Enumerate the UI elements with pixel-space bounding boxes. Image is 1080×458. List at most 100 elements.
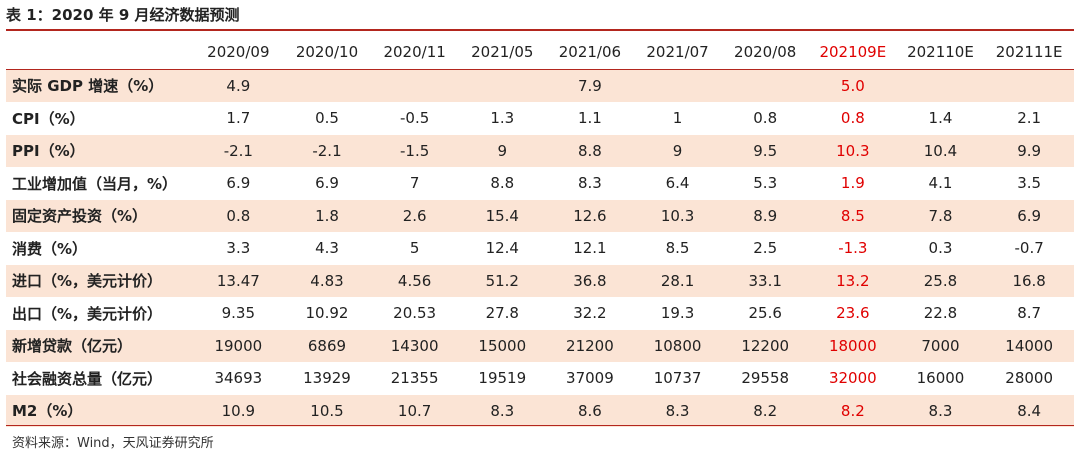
table-cell: 19000 (193, 329, 284, 362)
table-cell: 4.9 (193, 69, 284, 102)
table-cell: 4.56 (370, 264, 459, 297)
column-header: 2020/11 (370, 36, 459, 70)
row-label: 社会融资总量（亿元） (12, 369, 163, 388)
table-cell: 9 (633, 134, 722, 167)
table-cell: 13.2 (809, 264, 897, 297)
table-cell: 1.4 (928, 109, 953, 128)
table-cell: 8.5 (809, 199, 897, 232)
column-header: 202109E (809, 36, 897, 70)
column-header: 2020/08 (721, 36, 810, 70)
table-cell: 33.1 (721, 264, 810, 297)
table-cell: 21200 (546, 329, 634, 362)
table-row: 社会融资总量（亿元） 34693 13929 21355 19519 37009 10737… (6, 362, 1074, 395)
table-cell: 28000 (1005, 369, 1053, 388)
table-cell (370, 69, 459, 102)
table-cell (633, 69, 722, 102)
table-cell: -0.7 (1014, 239, 1044, 258)
table-cell: 8.3 (458, 394, 547, 427)
table-cell: 8.4 (984, 394, 1074, 427)
table-cell: 10.7 (370, 394, 459, 427)
table-cell: 32.2 (573, 304, 607, 323)
row-label: 工业增加值（当月，%） (12, 174, 178, 193)
row-label: 进口（%，美元计价） (6, 264, 194, 297)
table-cell: 34693 (214, 369, 263, 388)
table-cell: 12200 (721, 329, 810, 362)
table-cell: 16000 (916, 369, 965, 388)
table-cell: 10.9 (193, 394, 284, 427)
row-label: 固定资产投资（%） (6, 199, 194, 232)
table-row: 工业增加值（当月，%） 6.9 6.9 7 8.8 8.3 6.4 5.3 1.9 4.1 3.5 (6, 167, 1074, 200)
table-cell: 9.35 (221, 304, 256, 323)
table-cell: 1.3 (490, 109, 515, 128)
table-cell (721, 69, 810, 102)
table-cell: 8.8 (490, 174, 515, 193)
column-header: 2021/06 (546, 36, 634, 70)
table-cell: 32000 (828, 369, 877, 388)
table-cell: 1.1 (577, 109, 602, 128)
table-title: 表 1：2020 年 9 月经济数据预测 (6, 6, 240, 24)
table-cell: -2.1 (283, 134, 371, 167)
table-cell (458, 69, 547, 102)
row-label: 出口（%，美元计价） (12, 304, 163, 323)
table-cell: 8.3 (896, 394, 985, 427)
table-cell (984, 69, 1074, 102)
source-note: 资料来源：Wind，天风证券研究所 (12, 436, 214, 451)
table-cell: 8.7 (1017, 304, 1042, 323)
table-cell: 9.9 (984, 134, 1074, 167)
table-cell: 36.8 (546, 264, 634, 297)
table-cell: 1.9 (840, 174, 865, 193)
table-cell: 8.2 (721, 394, 810, 427)
table-row: M2（%） 10.9 10.5 10.7 8.3 8.6 8.3 8.2 8.2 8.3 8.4 (6, 394, 1074, 427)
column-header: 2020/09 (193, 36, 284, 70)
table-cell: 8.6 (546, 394, 634, 427)
table-cell: 16.8 (984, 264, 1074, 297)
table-cell: 8.8 (546, 134, 634, 167)
table-cell: -0.5 (399, 109, 430, 128)
table-cell: 6.9 (226, 174, 251, 193)
table-cell: 10.4 (896, 134, 985, 167)
top-rule (6, 29, 1074, 31)
table-cell: 8.2 (809, 394, 897, 427)
table-cell: 13929 (303, 369, 351, 388)
table-cell: 1.7 (226, 109, 251, 128)
row-label: PPI（%） (6, 134, 194, 167)
table-cell: 14300 (370, 329, 459, 362)
row-label: 实际 GDP 增速（%） (6, 69, 194, 102)
table-cell: 25.8 (896, 264, 985, 297)
bottom-rule (6, 425, 1074, 426)
table-cell: 4.1 (928, 174, 953, 193)
table-cell: 9 (458, 134, 547, 167)
table-cell: 2.1 (1017, 109, 1042, 128)
economic-forecast-table: 2020/09 2020/10 2020/11 2021/05 2021/06 2021/… (6, 36, 1074, 427)
table-cell: 2.5 (753, 239, 778, 258)
table-cell: 15.4 (458, 199, 547, 232)
table-cell: 6.4 (665, 174, 690, 193)
table-cell: 28.1 (633, 264, 722, 297)
table-cell: -2.1 (193, 134, 284, 167)
table-row: 出口（%，美元计价） 9.35 10.92 20.53 27.8 32.2 19.3 25.6… (6, 297, 1074, 330)
table-cell: 12.4 (485, 239, 519, 258)
table-row: PPI（%） -2.1 -2.1 -1.5 9 8.8 9 9.5 10.3 10.4 9.9 (6, 134, 1074, 167)
table-cell: 9.5 (721, 134, 810, 167)
table-cell: 13.47 (193, 264, 284, 297)
table-row: 消费（%） 3.3 4.3 5 12.4 12.1 8.5 2.5 -1.3 0.3 -0.7 (6, 232, 1074, 265)
table-cell: 5 (409, 239, 420, 258)
table-cell: 6.9 (315, 174, 339, 193)
table-cell: 1 (672, 109, 683, 128)
table-cell: 0.8 (753, 109, 778, 128)
header-row: 2020/09 2020/10 2020/11 2021/05 2021/06 2021/… (6, 36, 1074, 70)
table-cell: 0.5 (315, 109, 339, 128)
table-cell: 14000 (984, 329, 1074, 362)
table-cell: 27.8 (485, 304, 519, 323)
table-cell: 0.8 (840, 109, 865, 128)
table-row: 进口（%，美元计价） 13.47 4.83 4.56 51.2 36.8 28.1 33.1 1… (6, 264, 1074, 297)
table-cell: 10.3 (809, 134, 897, 167)
table-cell (283, 69, 371, 102)
table-cell: 51.2 (458, 264, 547, 297)
column-header: 2021/05 (458, 36, 547, 70)
table-cell: 12.6 (546, 199, 634, 232)
row-label: 消费（%） (12, 239, 88, 258)
table-cell: 5.0 (809, 69, 897, 102)
table-cell: 10.3 (633, 199, 722, 232)
table-row: 实际 GDP 增速（%） 4.9 7.9 5.0 (6, 69, 1074, 102)
